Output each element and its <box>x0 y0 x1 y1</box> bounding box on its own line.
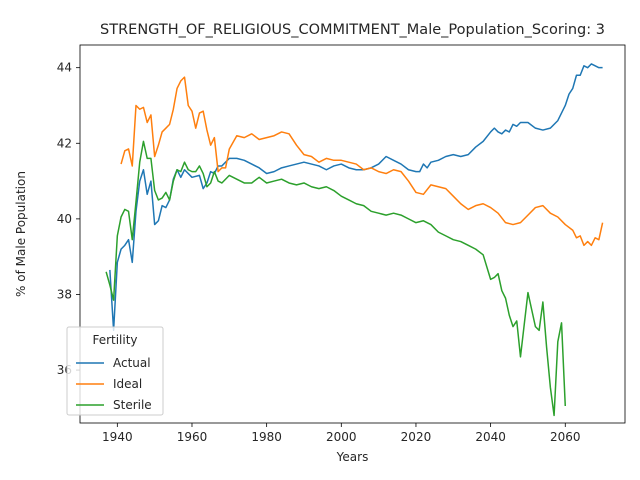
x-tick-label: 1980 <box>251 430 282 444</box>
y-axis-label: % of Male Population <box>14 171 28 297</box>
x-axis-label: Years <box>336 450 369 464</box>
legend: Fertility Actual Ideal Sterile <box>66 326 164 416</box>
y-tick-label: 38 <box>57 287 72 301</box>
plot-frame <box>79 44 626 424</box>
x-axis-ticks: 1940 1960 1980 2000 2020 2040 2060 <box>102 423 581 444</box>
series-line-actual <box>109 63 603 332</box>
x-tick-label: 2020 <box>401 430 432 444</box>
chart-title: STRENGTH_OF_RELIGIOUS_COMMITMENT_Male_Po… <box>100 22 605 38</box>
legend-title: Fertility <box>92 333 137 347</box>
legend-box <box>66 326 164 416</box>
series-line-ideal <box>120 76 604 247</box>
x-tick-label: 1940 <box>102 430 133 444</box>
x-tick-label: 2060 <box>550 430 581 444</box>
series-line-sterile <box>105 140 567 417</box>
x-tick-label: 2000 <box>326 430 357 444</box>
legend-label: Actual <box>113 356 151 370</box>
legend-entries: Actual Ideal Sterile <box>76 356 152 412</box>
legend-label: Ideal <box>113 377 142 391</box>
x-tick-label: 2040 <box>475 430 506 444</box>
y-tick-label: 44 <box>57 61 72 75</box>
plot-lines <box>105 63 604 417</box>
x-tick-label: 1960 <box>177 430 208 444</box>
legend-label: Sterile <box>113 398 152 412</box>
y-tick-label: 40 <box>57 212 72 226</box>
y-tick-label: 42 <box>57 136 72 150</box>
